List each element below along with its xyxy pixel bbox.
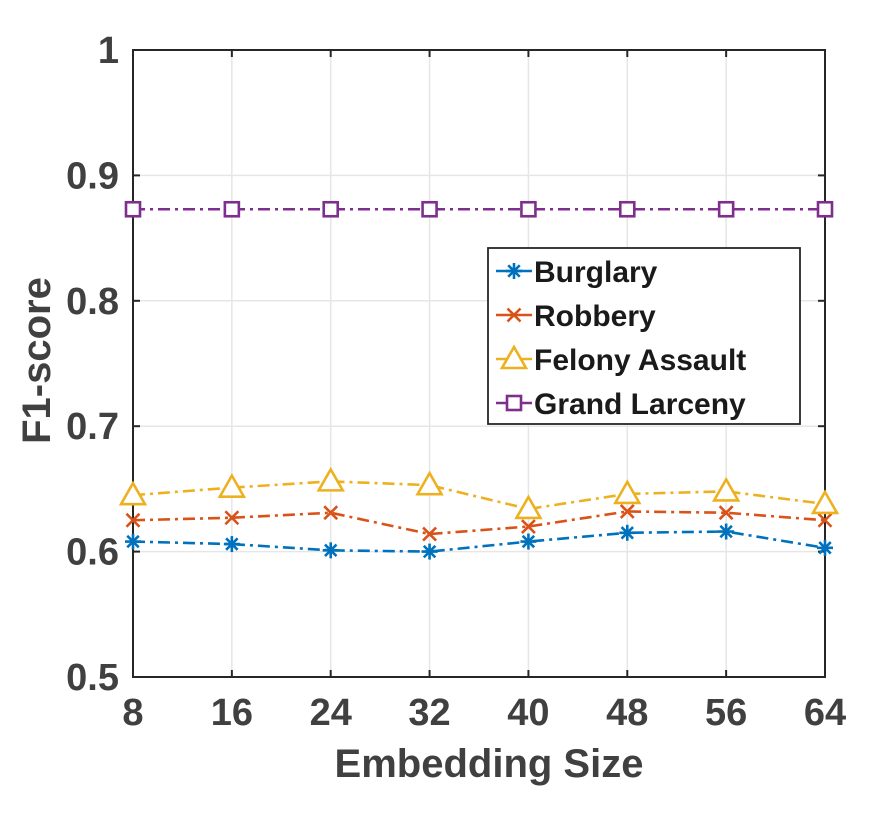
legend-label: Burglary [534,256,658,289]
x-tick-label: 48 [606,692,648,734]
data-point [125,533,141,550]
data-point [316,466,345,492]
data-point [421,543,438,560]
data-point [422,526,437,542]
series-burglary [125,523,833,560]
x-tick-label: 24 [310,692,352,734]
legend-marker [506,307,522,323]
legend-marker [499,344,529,370]
data-point [322,200,340,218]
series-felony-assault [118,466,840,520]
y-tick-label: 0.9 [66,155,119,197]
legend-label: Grand Larceny [534,388,746,421]
series-grand-larceny [124,200,834,218]
y-tick-label: 1 [98,30,119,72]
legend-item: Felony Assault [496,344,746,377]
legend-label: Robbery [534,300,656,333]
data-point [810,489,840,515]
data-point [223,200,241,218]
y-tick-label: 0.8 [66,281,119,323]
data-point [817,539,833,556]
data-point [514,494,543,520]
data-point [323,505,339,521]
y-tick-label: 0.6 [66,532,119,574]
x-tick-label: 56 [705,692,747,734]
tick-labels: 8 16 24 32 40 48 56 64 0.5 0.6 0.7 0.8 0.9 1 [66,30,846,734]
legend-item: Grand Larceny [496,388,746,421]
data-point [520,533,537,550]
data-point [817,512,833,528]
data-point [711,476,741,502]
data-point [415,470,444,496]
x-axis-title: Embedding Size [335,742,644,786]
plot-frame [132,49,826,678]
legend-label: Felony Assault [534,344,746,377]
legend-marker [506,263,522,279]
y-tick-label: 0.7 [66,406,119,448]
legend-item: Robbery [496,300,656,333]
data-point [718,523,735,540]
series-lines [118,200,840,560]
data-point [224,510,240,526]
x-tick-label: 64 [804,692,846,734]
axes [132,49,826,678]
data-point [613,479,642,505]
data-point [118,480,148,506]
legend: Burglary Robbery Felony Assault Grand Larce… [487,247,801,425]
legend-marker [505,394,523,412]
series-robbery [125,504,833,542]
data-point [124,200,142,218]
data-point [217,473,247,498]
data-point [618,200,636,218]
legend-box [487,247,801,425]
x-tick-label: 16 [211,692,253,734]
x-tick-label: 40 [507,692,549,734]
data-point [718,505,734,521]
data-point [223,536,240,553]
series-line [132,510,826,536]
data-point [520,200,537,218]
y-tick-label: 0.5 [66,657,119,699]
data-point [322,542,339,559]
data-point [125,512,141,528]
data-point [421,200,438,218]
x-tick-label: 8 [122,692,143,734]
series-line [132,480,826,511]
data-point [521,519,536,534]
data-point [717,200,735,218]
x-tick-label: 32 [408,692,450,734]
data-point [619,504,635,519]
legend-item: Burglary [496,256,658,289]
y-axis-title: F1-score [15,277,59,444]
data-point [816,200,834,218]
series-line [132,530,826,553]
data-point [619,524,636,541]
